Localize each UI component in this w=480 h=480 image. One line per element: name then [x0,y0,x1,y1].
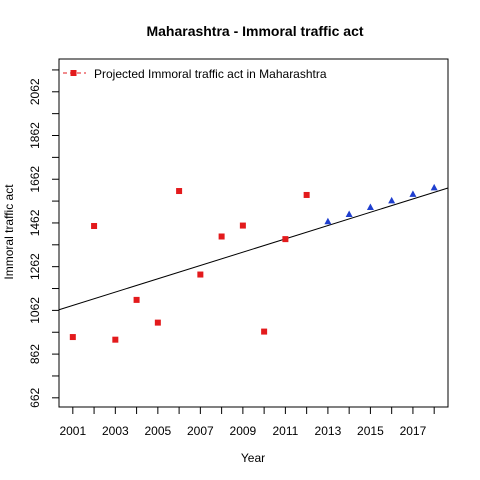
data-point-observed [112,336,119,343]
data-point-observed [218,233,225,240]
data-point-observed [282,236,289,243]
y-tick-label: 1262 [28,253,42,280]
data-point-projected [388,196,396,204]
data-point-observed [91,223,98,230]
x-tick-label: 2005 [144,424,171,438]
legend: Projected Immoral traffic act in Maharas… [63,67,327,81]
plot-frame [58,58,449,408]
data-point-projected [366,203,374,210]
y-tick-label: 2062 [28,78,42,105]
data-point-projected [324,217,332,225]
y-tick-label: 1662 [28,166,42,193]
x-tick-label: 2017 [400,424,427,438]
data-point-observed [176,188,183,195]
x-tick-label: 2007 [187,424,214,438]
data-point-projected [345,210,353,217]
y-tick-label: 1462 [28,209,42,236]
y-axis-label: Immoral traffic act [2,184,16,280]
x-axis: 2001 2003 2005 2007 2009 2011 2013 2015 2017 [59,407,435,438]
x-tick-label: 2013 [315,424,342,438]
y-axis: 662 862 1062 1262 1462 1662 1862 2062 [28,69,59,408]
data-point-observed [303,191,310,198]
data-point-observed [197,271,204,278]
data-point-projected [409,190,417,197]
legend-label: Projected Immoral traffic act in Maharas… [94,67,327,81]
chart-title: Maharashtra - Immoral traffic act [146,23,363,39]
data-point-projected [430,183,438,191]
x-tick-label: 2015 [357,424,384,438]
trend-line [58,187,449,311]
y-tick-label: 1062 [28,297,42,324]
data-point-observed [261,328,268,335]
x-tick-label: 2003 [102,424,129,438]
y-tick-label: 1862 [28,122,42,149]
data-points-layer [69,183,438,343]
data-point-observed [133,296,140,303]
x-tick-label: 2001 [59,424,86,438]
legend-marker [70,70,77,76]
trend-line-layer [58,187,449,311]
x-tick-label: 2009 [230,424,257,438]
data-point-observed [69,334,76,341]
y-tick-label: 862 [28,344,42,364]
x-tick-label: 2011 [272,424,298,438]
data-point-observed [239,222,246,229]
data-point-observed [154,319,161,326]
y-tick-label: 662 [28,387,42,407]
x-axis-label: Year [241,451,265,465]
